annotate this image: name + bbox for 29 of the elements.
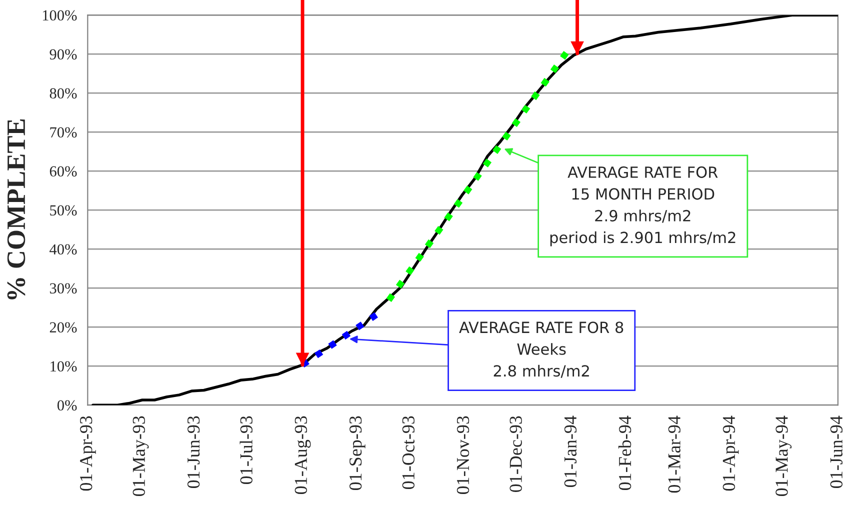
x-tick-label: 01-Nov-93: [456, 416, 470, 494]
y-tick-label: 10%: [50, 361, 77, 372]
x-tick-label: 01-May-94: [776, 416, 792, 496]
x-tick-label: 01-Jan-94: [564, 416, 577, 488]
x-tick-label: 01-Apr-94: [722, 416, 739, 491]
x-tick-label: 01-Apr-93: [80, 416, 96, 491]
x-tick-label: 01-Aug-93: [294, 416, 311, 494]
x-tick-label: 01-May-93: [132, 416, 149, 496]
x-tick-label: 01-Mar-94: [668, 416, 680, 493]
y-tick-label: 70%: [50, 127, 77, 138]
y-axis-title: % COMPLETE: [7, 119, 26, 300]
y-tick-label: 20%: [50, 322, 77, 333]
x-tick-label: 01-Dec-93: [510, 416, 522, 492]
annotation: AVERAGE RATE FOR 15 MONTH PERIOD 2.9 mhrs/m2 period is 2.901 mhrs/m2: [550, 166, 736, 246]
x-tick-label: 01-Jul-93: [240, 416, 252, 484]
x-tick-label: 01-Feb-94: [618, 416, 632, 490]
y-tick-label: 30%: [50, 283, 77, 294]
x-tick-label: 01-Jun-94: [830, 416, 842, 488]
y-tick-label: 100%: [42, 10, 77, 21]
annotation: AVERAGE RATE FOR 8 Weeks 2.8 mhrs/m2: [459, 322, 624, 378]
y-tick-label: 90%: [50, 49, 77, 60]
y-tick-label: 50%: [50, 205, 77, 216]
y-tick-label: 40%: [50, 244, 77, 255]
y-tick-label: 80%: [50, 88, 77, 99]
y-tick-label: 60%: [50, 166, 77, 177]
x-tick-label: 01-Sep-93: [349, 416, 366, 490]
y-tick-label: 0%: [57, 400, 77, 411]
x-tick-label: 01-Oct-93: [402, 416, 414, 490]
x-tick-label: 01-Jun-93: [187, 416, 200, 488]
